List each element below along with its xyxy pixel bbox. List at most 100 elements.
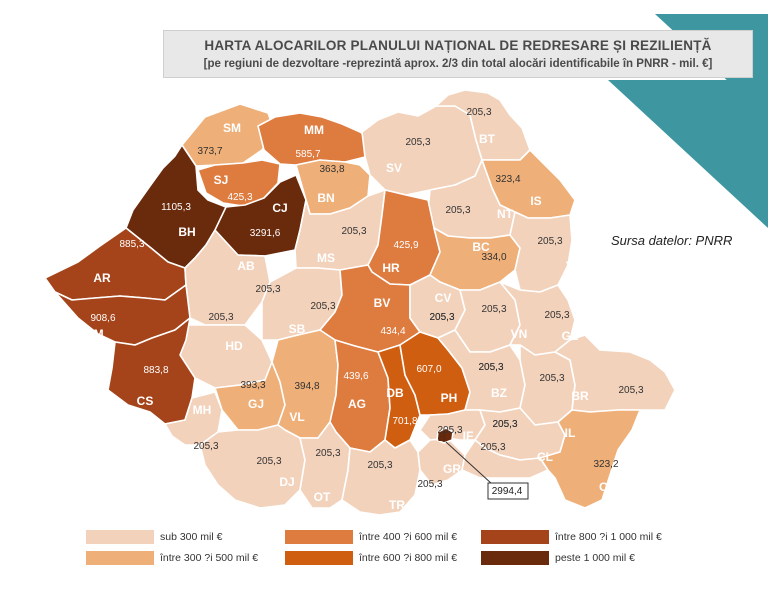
county-code-bt: BT [479, 132, 496, 146]
county-b [436, 427, 454, 444]
county-code-vn: VN [511, 327, 528, 341]
county-value-br: 205,3 [539, 373, 564, 384]
county-code-ag: AG [348, 397, 366, 411]
county-value-mm: 585,7 [295, 149, 320, 160]
bucharest-callout-box [487, 482, 529, 500]
legend-swatch [285, 530, 353, 544]
county-value-cs: 883,8 [143, 365, 168, 376]
county-ct [539, 409, 641, 509]
county-value-bz: 205,3 [478, 362, 503, 373]
county-code-sb: SB [289, 322, 306, 336]
county-code-hd: HD [225, 339, 243, 353]
county-value-b: 2994,4 [492, 486, 523, 497]
county-code-nt: NT [497, 207, 514, 221]
county-code-bn: BN [317, 191, 334, 205]
legend-swatch [481, 530, 549, 544]
county-tr [341, 439, 421, 516]
county-code-bh: BH [178, 225, 195, 239]
county-value-ab: 205,3 [255, 284, 280, 295]
county-value-sm: 373,7 [197, 146, 222, 157]
county-value-bv: 434,4 [380, 326, 405, 337]
county-value-ag: 439,6 [343, 371, 368, 382]
legend-label: între 800 ?i 1 000 mil € [555, 531, 662, 543]
county-vs [509, 211, 573, 293]
county-code-ot: OT [314, 490, 331, 504]
county-value-ph: 607,0 [416, 364, 441, 375]
county-value-tr: 205,3 [367, 460, 392, 471]
county-code-ab: AB [237, 259, 255, 273]
county-cs [107, 317, 196, 425]
county-shapes [44, 89, 676, 516]
county-tl [554, 334, 676, 413]
county-value-sb: 205,3 [310, 301, 335, 312]
extra-value-bz: 205,3 [478, 362, 503, 373]
legend-swatch [86, 530, 154, 544]
county-value-cv: 205,3 [429, 312, 454, 323]
county-value-vs: 205,3 [537, 236, 562, 247]
legend-label: peste 1 000 mil € [555, 552, 635, 564]
extra-value-cv: 205,3 [429, 312, 454, 323]
county-value-gl: 205,3 [544, 310, 569, 321]
county-value-gj: 393,3 [240, 380, 265, 391]
legend-label: sub 300 mil € [160, 531, 223, 543]
county-value-cj: 3291,6 [250, 228, 281, 239]
county-code-gj: GJ [248, 397, 264, 411]
county-value-ot: 205,3 [315, 448, 340, 459]
source-note: Sursa datelor: PNRR [611, 233, 733, 248]
county-value-dj: 205,3 [256, 456, 281, 467]
county-code-if: IF [463, 429, 474, 443]
county-code-bc: BC [472, 240, 490, 254]
county-code-bv: BV [374, 296, 391, 310]
county-code-cv: CV [435, 291, 452, 305]
legend-label: între 400 ?i 600 mil € [359, 531, 458, 543]
county-value-bn: 363,8 [319, 164, 344, 175]
county-value-sv: 205,3 [405, 137, 430, 148]
county-value-tl: 205,3 [618, 385, 643, 396]
county-value-bt: 205,3 [466, 107, 491, 118]
county-value-tm: 908,6 [90, 313, 115, 324]
legend-label: între 300 ?i 500 mil € [160, 552, 259, 564]
county-value-sj: 425,3 [227, 192, 252, 203]
county-value-hd: 205,3 [208, 312, 233, 323]
county-code-gl: GL [562, 329, 579, 343]
county-value-is: 323,4 [495, 174, 520, 185]
county-code-cl: CL [537, 450, 553, 464]
county-code-il: IL [565, 426, 576, 440]
county-code-br: BR [571, 389, 589, 403]
county-dj [199, 424, 306, 509]
county-code-ph: PH [441, 391, 458, 405]
legend-swatch [86, 551, 154, 565]
county-value-bh: 1105,3 [161, 202, 191, 213]
legend-swatch [481, 551, 549, 565]
county-code-sm: SM [223, 121, 241, 135]
county-code-bz: BZ [491, 386, 507, 400]
county-code-cj: CJ [272, 201, 287, 215]
legend-swatch [285, 551, 353, 565]
county-value-if: 205,3 [437, 425, 462, 436]
bucharest-leader-line [445, 441, 493, 485]
county-value-db: 701,8 [392, 416, 417, 427]
county-code-tr: TR [389, 498, 405, 512]
county-code-dj: DJ [279, 475, 294, 489]
county-value-mh: 205,3 [193, 441, 218, 452]
extra-value-il: 205,3 [492, 419, 517, 430]
county-code-sv: SV [386, 161, 402, 175]
county-mh [164, 391, 223, 446]
county-code-gr: GR [443, 462, 461, 476]
county-code-db: DB [386, 386, 404, 400]
map-subtitle: [pe regiuni de dezvoltare -reprezintă ap… [203, 58, 713, 70]
county-value-il: 205,3 [492, 419, 517, 430]
county-value-ct: 323,2 [593, 459, 618, 470]
map-title-box: HARTA ALOCARILOR PLANULUI NAȚIONAL DE RE… [163, 30, 753, 78]
county-code-sj: SJ [214, 173, 229, 187]
county-code-tl: TL [670, 359, 685, 373]
county-code-mm: MM [304, 123, 324, 137]
county-code-ct: CT [599, 480, 616, 494]
county-value-vl: 394,8 [294, 381, 319, 392]
county-value-cl: 205,3 [480, 442, 505, 453]
county-code-vl: VL [289, 410, 304, 424]
county-value-nt: 205,3 [445, 205, 470, 216]
map-title: HARTA ALOCARILOR PLANULUI NAȚIONAL DE RE… [204, 38, 712, 53]
county-code-ms: MS [317, 251, 335, 265]
